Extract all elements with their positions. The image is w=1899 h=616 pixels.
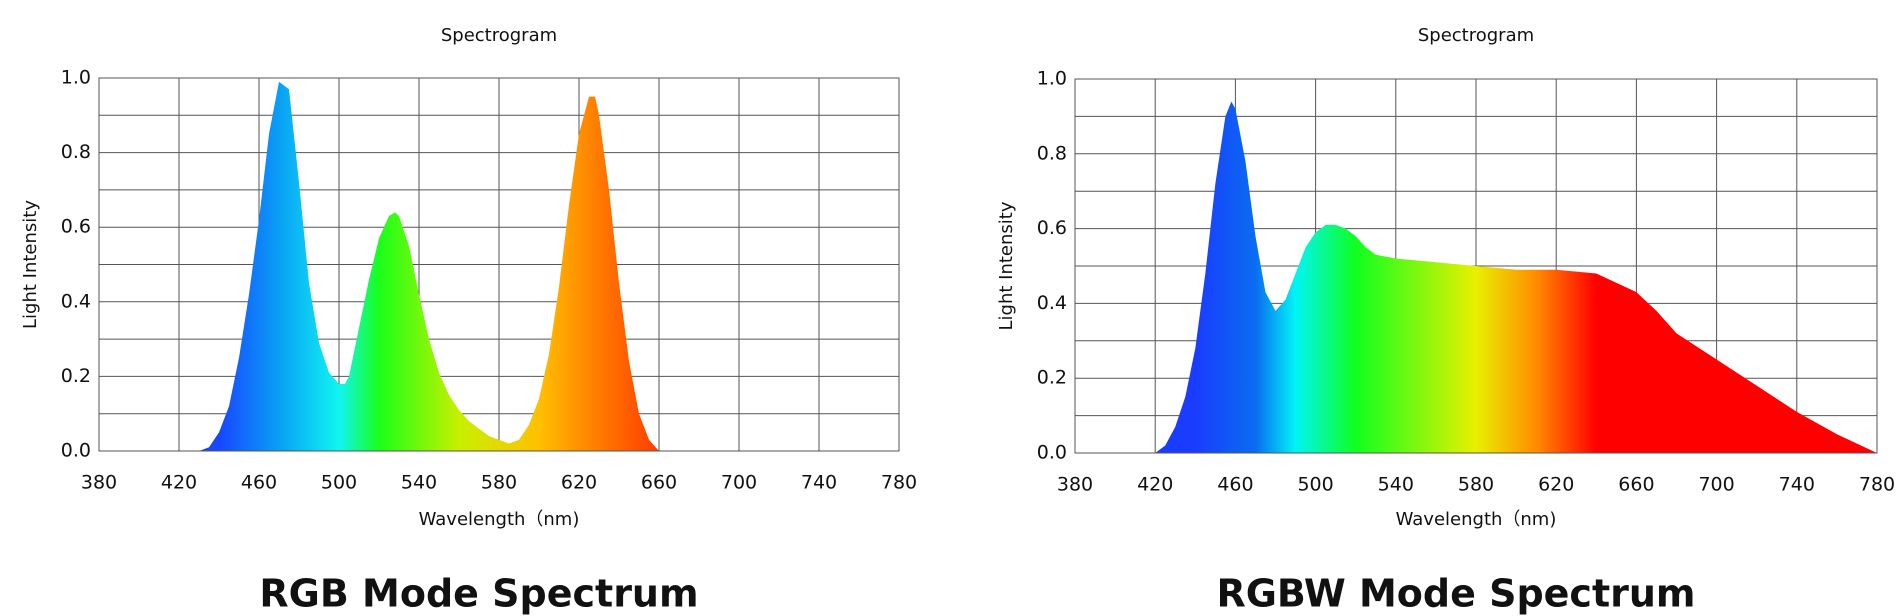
spectrum-area [1075,101,1877,453]
x-tick-label: 420 [1137,474,1173,496]
y-tick-label: 0.4 [61,290,91,312]
x-tick-label: 660 [1618,474,1654,496]
x-tick-label: 380 [1057,474,1093,496]
x-tick-label: 460 [241,472,277,494]
y-tick-label: 0.8 [1037,142,1067,164]
y-tick-label: 0.4 [1037,292,1067,314]
y-tick-label: 1.0 [61,67,91,89]
chart-title: Spectrogram [1418,25,1534,46]
x-tick-label: 540 [1378,474,1414,496]
x-tick-label: 620 [561,472,597,494]
x-tick-label: 500 [1297,474,1333,496]
caption: RGB Mode Spectrum [259,572,698,616]
y-tick-label: 0.6 [61,216,91,238]
y-tick-label: 0.8 [61,141,91,163]
y-tick-label: 0.0 [61,440,91,462]
y-axis-label: Light Intensity [996,201,1017,330]
y-tick-label: 0.2 [61,365,91,387]
x-tick-label: 420 [161,472,197,494]
y-tick-label: 1.0 [1037,68,1067,90]
x-tick-label: 780 [1859,474,1895,496]
x-tick-label: 580 [481,472,517,494]
plot-border [1074,78,1878,454]
x-tick-label: 700 [721,472,757,494]
x-tick-label: 780 [881,472,917,494]
x-tick-label: 460 [1217,474,1253,496]
plot-border [98,77,900,452]
caption: RGBW Mode Spectrum [1216,572,1695,616]
chart-title: Spectrogram [441,25,557,46]
x-tick-label: 500 [321,472,357,494]
y-tick-label: 0.0 [1037,442,1067,464]
spectrum-area [99,81,659,451]
x-tick-label: 380 [81,472,117,494]
x-tick-label: 660 [641,472,677,494]
x-axis-label: Wavelength（nm) [1396,509,1557,530]
x-tick-label: 700 [1698,474,1734,496]
x-tick-label: 580 [1458,474,1494,496]
x-tick-label: 740 [801,472,837,494]
x-axis-label: Wavelength（nm) [419,509,580,530]
y-tick-label: 0.2 [1037,367,1067,389]
x-tick-label: 540 [401,472,437,494]
x-tick-label: 740 [1779,474,1815,496]
y-tick-label: 0.6 [1037,217,1067,239]
x-tick-label: 620 [1538,474,1574,496]
y-axis-label: Light Intensity [20,200,41,329]
